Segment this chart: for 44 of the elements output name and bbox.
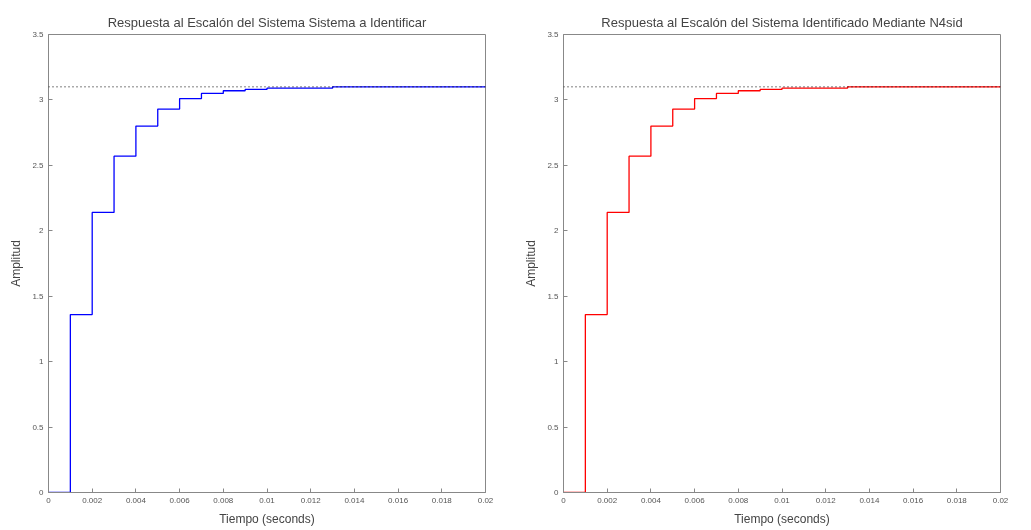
y-tick-label: 2 [39, 226, 45, 236]
x-tick-label: 0 [46, 495, 52, 505]
y-tick-label: 2.5 [547, 160, 560, 170]
x-axis-title: Tiempo (seconds) [734, 511, 830, 526]
chart-title: Respuesta al Escalón del Sistema Sistema a Identificar [107, 14, 427, 30]
y-tick-label: 0 [554, 488, 560, 497]
y-axis-title: Amplitud [9, 240, 24, 287]
y-tick-label: 0.5 [547, 422, 560, 432]
x-tick-label: 0.01 [774, 495, 791, 505]
y-tick-label: 3 [39, 95, 45, 105]
x-tick-label: 0.004 [640, 495, 662, 505]
y-tick-label: 1.5 [32, 291, 45, 301]
x-tick-label: 0.016 [903, 495, 924, 505]
x-tick-label: 0.012 [815, 495, 837, 505]
y-tick-label: 0 [39, 488, 45, 497]
y-tick-label: 0.5 [32, 422, 45, 432]
y-tick-label: 3.5 [32, 30, 45, 39]
x-tick-label: 0.012 [300, 495, 322, 505]
y-tick-label: 1 [554, 357, 560, 367]
y-tick-label: 1.5 [547, 291, 560, 301]
x-tick-label: 0 [561, 495, 567, 505]
x-tick-label: 0.016 [388, 495, 409, 505]
x-tick-label: 0.02 [477, 495, 494, 505]
x-tick-label: 0.02 [992, 495, 1009, 505]
chart-title: Respuesta al Escalón del Sistema Identificado Mediante N4sid [601, 14, 963, 30]
x-tick-label: 0.01 [259, 495, 276, 505]
x-tick-label: 0.018 [431, 495, 453, 505]
x-tick-label: 0.018 [946, 495, 968, 505]
x-tick-label: 0.004 [125, 495, 147, 505]
x-tick-label: 0.006 [169, 495, 191, 505]
y-tick-label: 3.5 [547, 30, 560, 39]
x-tick-label: 0.008 [728, 495, 749, 505]
x-tick-label: 0.002 [597, 495, 618, 505]
x-tick-label: 0.014 [859, 495, 880, 505]
y-tick-label: 2.5 [32, 160, 45, 170]
x-tick-label: 0.008 [213, 495, 234, 505]
x-tick-label: 0.006 [684, 495, 706, 505]
y-tick-label: 1 [39, 357, 45, 367]
y-axis-title: Amplitud [524, 240, 539, 287]
y-tick-label: 3 [554, 95, 560, 105]
y-tick-label: 2 [554, 226, 560, 236]
x-tick-label: 0.014 [344, 495, 365, 505]
x-axis-title: Tiempo (seconds) [219, 511, 315, 526]
x-tick-label: 0.002 [82, 495, 103, 505]
